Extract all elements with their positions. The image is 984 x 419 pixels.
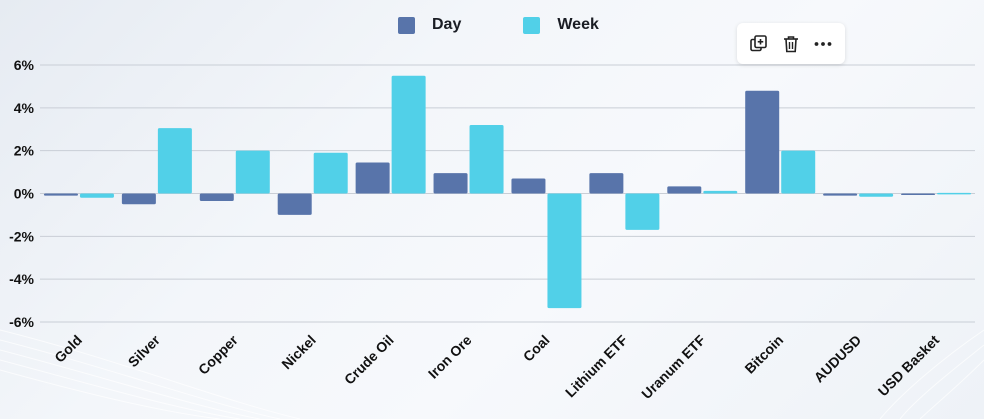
x-tick-label: USD Basket [875, 332, 943, 400]
y-axis-labels: 6% 4% 2% 0% -2% -4% -6% [9, 57, 34, 330]
bar-week[interactable] [703, 190, 738, 194]
bar-day[interactable] [901, 193, 936, 196]
x-tick-label: Coal [520, 332, 553, 365]
bar-week[interactable] [469, 124, 504, 194]
y-tick-label: 2% [14, 143, 35, 159]
bar-day[interactable] [355, 162, 390, 194]
chart-toolbar [737, 23, 845, 64]
trash-icon [784, 35, 798, 52]
bar-week[interactable] [313, 152, 348, 194]
legend-item-day[interactable]: Day [398, 16, 461, 34]
x-tick-label: Copper [195, 331, 241, 377]
x-tick-label: Iron Ore [425, 332, 475, 382]
duplicate-button[interactable] [746, 31, 772, 57]
y-tick-label: -4% [9, 271, 34, 287]
legend-item-week[interactable]: Week [523, 16, 599, 34]
delete-button[interactable] [778, 31, 804, 57]
duplicate-icon [750, 34, 767, 51]
bar-week[interactable] [547, 193, 582, 309]
bar-day[interactable] [667, 186, 702, 194]
bar-week[interactable] [157, 128, 192, 194]
bar-day[interactable] [199, 193, 234, 201]
x-tick-label: Gold [51, 332, 85, 366]
x-tick-label: Uranum ETF [638, 331, 708, 401]
legend-swatch-week [523, 16, 541, 34]
bar-day[interactable] [511, 178, 546, 194]
x-tick-label: Bitcoin [741, 332, 786, 377]
bar-day[interactable] [43, 193, 78, 196]
bar-week[interactable] [625, 193, 660, 230]
y-tick-label: -2% [9, 228, 34, 244]
more-icon [814, 41, 832, 46]
y-tick-label: 6% [14, 57, 35, 73]
legend-swatch-day [398, 16, 415, 34]
x-tick-label: AUDUSD [811, 332, 865, 386]
bar-week[interactable] [937, 192, 972, 195]
bar-day[interactable] [433, 173, 468, 194]
bar-day[interactable] [745, 90, 780, 194]
x-tick-label: Nickel [278, 332, 318, 372]
more-options-button[interactable] [810, 31, 836, 57]
y-tick-label: 0% [14, 186, 35, 202]
legend-label-week: Week [557, 16, 599, 33]
x-tick-label: Lithium ETF [562, 332, 631, 401]
x-tick-label: Crude Oil [341, 332, 397, 388]
legend: Day Week [398, 16, 599, 34]
bar-day[interactable] [589, 173, 624, 194]
bar-day[interactable] [823, 193, 858, 196]
bar-day[interactable] [277, 193, 312, 215]
bar-week[interactable] [235, 150, 270, 194]
grid-lines [40, 64, 975, 323]
legend-label-day: Day [432, 16, 462, 33]
x-tick-label: Silver [125, 331, 164, 370]
bars [43, 75, 972, 309]
bar-week[interactable] [79, 193, 114, 198]
y-tick-label: -6% [9, 314, 34, 330]
bar-week[interactable] [391, 75, 426, 194]
bar-week[interactable] [781, 150, 816, 194]
y-tick-label: 4% [14, 100, 35, 116]
bar-week[interactable] [859, 193, 894, 197]
x-axis-labels: Gold Silver Copper Nickel Crude Oil Iron Ore C… [51, 331, 942, 402]
bar-day[interactable] [121, 193, 156, 205]
